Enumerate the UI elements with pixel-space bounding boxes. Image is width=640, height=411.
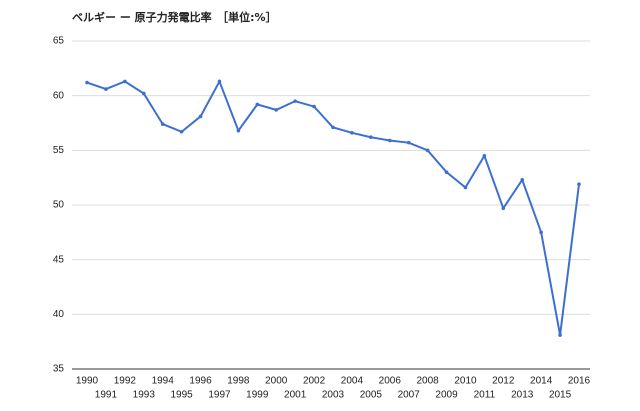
point bbox=[482, 154, 487, 158]
point bbox=[312, 104, 316, 109]
point bbox=[293, 99, 297, 103]
x-tick-label: 2015 bbox=[549, 390, 572, 401]
point bbox=[406, 140, 411, 145]
x-tick-label: 2003 bbox=[322, 390, 345, 401]
x-tick-label: 2012 bbox=[492, 376, 515, 387]
x-tick-label: 2016 bbox=[568, 376, 591, 387]
x-tick-label: 2011 bbox=[474, 390, 496, 401]
x-tick-label: 2006 bbox=[379, 376, 402, 387]
x-tick-label: 2002 bbox=[303, 376, 326, 387]
point bbox=[558, 333, 562, 337]
x-tick-label: 2007 bbox=[398, 390, 421, 401]
x-tick-label: 2000 bbox=[265, 376, 288, 387]
x-tick-label: 1996 bbox=[189, 376, 212, 387]
point bbox=[501, 206, 506, 211]
x-tick-label: 2008 bbox=[416, 376, 439, 387]
x-tick-label: 2014 bbox=[530, 376, 553, 387]
x-tick-label: 1999 bbox=[246, 390, 269, 401]
point bbox=[255, 102, 260, 107]
x-tick-label: 1992 bbox=[114, 376, 137, 387]
x-tick-label: 2001 bbox=[284, 390, 307, 401]
point bbox=[217, 79, 222, 84]
y-tick-label: 60 bbox=[53, 90, 65, 101]
x-tick-label: 1997 bbox=[208, 390, 231, 401]
x-tick-label: 2009 bbox=[435, 390, 458, 401]
y-tick-label: 35 bbox=[53, 364, 65, 375]
x-tick-label: 1998 bbox=[227, 376, 250, 387]
point bbox=[369, 135, 373, 140]
point bbox=[425, 148, 430, 153]
y-tick-label: 55 bbox=[53, 145, 65, 156]
point bbox=[160, 122, 165, 126]
line bbox=[86, 79, 580, 336]
x-tick-label: 1994 bbox=[152, 376, 175, 387]
point bbox=[85, 80, 89, 85]
point bbox=[463, 185, 468, 190]
point bbox=[141, 91, 146, 96]
point bbox=[179, 129, 184, 134]
x-tick-label: 1995 bbox=[170, 390, 193, 401]
point bbox=[331, 125, 335, 130]
x-tick-label: 2004 bbox=[341, 376, 364, 387]
point bbox=[104, 87, 108, 91]
y-tick-label: 40 bbox=[53, 309, 65, 320]
y-tick-label: 65 bbox=[53, 36, 65, 47]
point bbox=[387, 138, 392, 143]
point bbox=[350, 131, 354, 135]
point bbox=[444, 170, 449, 174]
point bbox=[274, 108, 279, 112]
y-tick-label: 45 bbox=[53, 254, 65, 265]
point bbox=[577, 182, 581, 187]
x-tick-label: 2013 bbox=[511, 390, 534, 401]
y-tick-label: 50 bbox=[53, 200, 65, 211]
chart-title: ベルギー ー 原子力発電比率 ［単位:%］ bbox=[72, 10, 277, 24]
point bbox=[198, 114, 203, 119]
point bbox=[123, 79, 127, 84]
x-tick-label: 2010 bbox=[454, 376, 477, 387]
x-tick-label: 1993 bbox=[133, 390, 156, 401]
point bbox=[539, 230, 543, 235]
x-tick-label: 1990 bbox=[76, 376, 99, 387]
x-tick-label: 2005 bbox=[360, 390, 383, 401]
point bbox=[236, 128, 241, 133]
point bbox=[520, 178, 525, 182]
x-tick-label: 1991 bbox=[95, 390, 118, 401]
